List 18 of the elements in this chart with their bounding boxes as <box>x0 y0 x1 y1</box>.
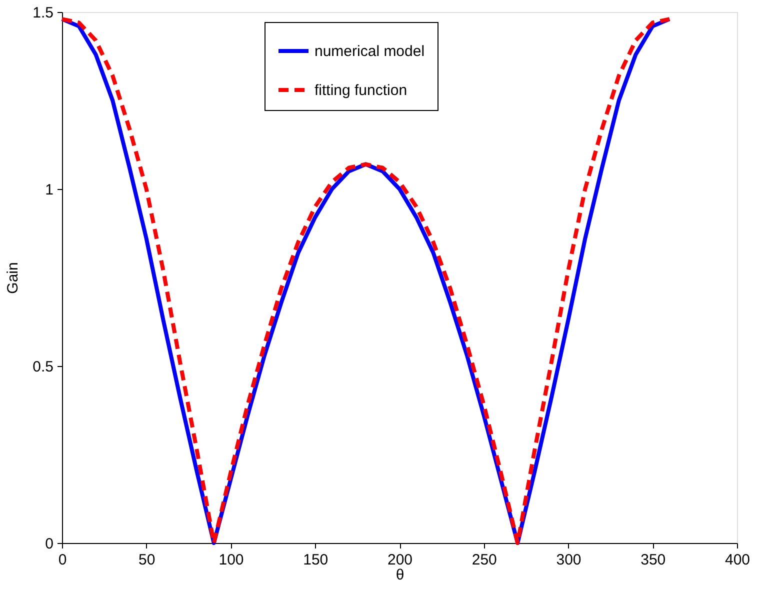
x-tick-label: 350 <box>640 552 666 568</box>
y-tick-label: 0 <box>45 536 54 552</box>
x-axis-title: θ <box>396 566 404 584</box>
x-tick-label: 100 <box>218 552 244 568</box>
x-tick-label: 400 <box>724 552 750 568</box>
legend-label: numerical model <box>314 43 425 60</box>
x-tick-label: 200 <box>387 552 413 568</box>
legend-label: fitting function <box>314 82 408 99</box>
x-tick-label: 300 <box>556 552 582 568</box>
y-tick-label: 0.5 <box>32 358 54 376</box>
x-tick-label: 150 <box>303 552 328 568</box>
line-series <box>60 17 672 545</box>
y-tick-label: 1 <box>45 182 54 198</box>
x-tick-label: 250 <box>472 552 497 568</box>
y-axis-title: Gain <box>4 262 22 294</box>
x-tick-label: 0 <box>58 552 67 568</box>
x-tick-label: 50 <box>138 552 156 568</box>
y-tick-label: 1.5 <box>32 4 54 22</box>
